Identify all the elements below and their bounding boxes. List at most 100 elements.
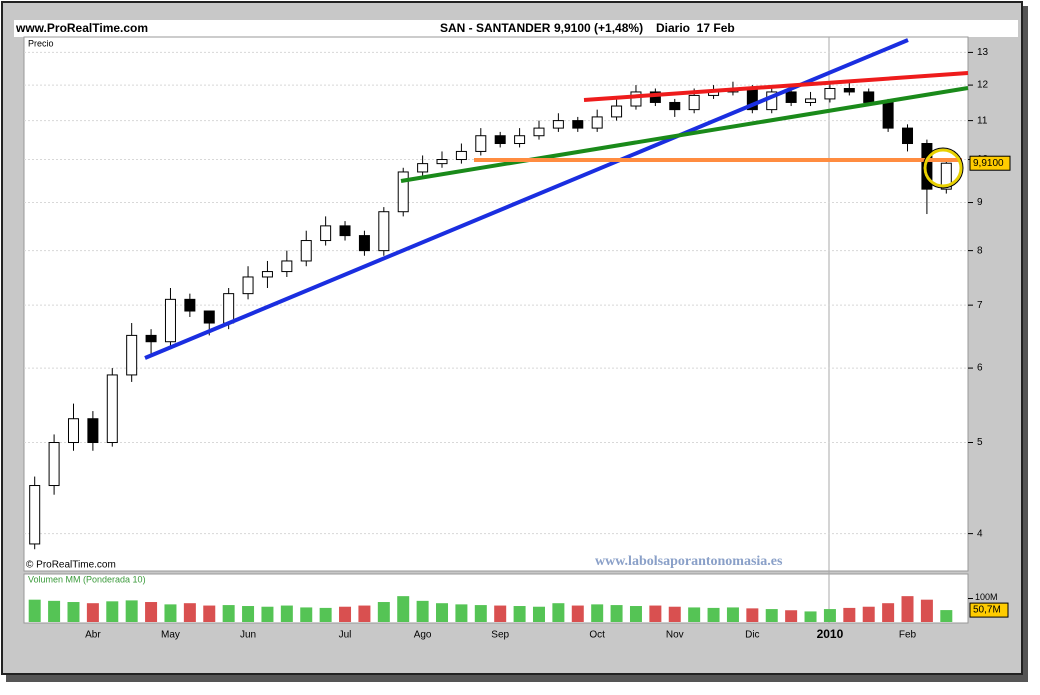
y-tick-label: 13 [977,47,989,58]
volume-bar [358,605,371,622]
volume-bar [125,600,138,622]
x-tick-label: Jul [339,630,352,641]
candle-body [572,120,584,129]
last-volume-box [969,602,1009,618]
candle-body [281,260,293,273]
x-tick-label: Ago [414,630,432,641]
candle-body [533,127,545,137]
candle-body [843,88,855,93]
y-tick-label: 4 [977,528,983,539]
x-tick-label: Dic [745,630,759,641]
candle-body [630,91,642,107]
candle-body [261,271,273,278]
candle-body [67,418,79,444]
candle-body [902,127,914,145]
x-tick-label: Abr [85,630,101,641]
x-tick-label: Oct [589,630,605,641]
candle-body [184,298,196,312]
candle-body [223,293,235,324]
candle-body [436,159,448,165]
volume-bar [339,606,352,622]
volume-bar [707,607,720,622]
volume-bar [920,599,933,622]
y-tick-label: 9 [977,197,983,208]
volume-bar [629,606,642,622]
trend-lines [144,38,969,360]
volume-bar [106,601,119,622]
volume-bar [183,603,196,622]
candle-body [397,171,409,213]
y-tick-label: 100M [975,592,998,602]
candle-body [611,105,623,118]
volume-bar [300,607,313,622]
candle-body [48,442,60,487]
candle-body [669,101,681,111]
volume-bar [765,609,778,622]
highlight-circle-outline [922,147,964,189]
volume-bar [785,610,798,622]
candle-body [552,120,564,129]
header-bar [14,20,1018,37]
candle-body [417,163,429,173]
volume-bar [649,605,662,622]
volume-bar [862,606,875,622]
copyright: © ProRealTime.com [26,560,116,571]
volume-bar [591,604,604,622]
volume-bar [688,607,701,622]
y-tick-label: 8 [977,245,983,256]
candle-body [475,135,487,152]
volume-bar [67,602,80,622]
volume-bar [726,607,739,622]
last-price-box [969,155,1011,171]
volume-bar [823,609,836,622]
last-price-label: 9,9100 [973,158,1004,169]
volume-bar [377,602,390,622]
subtitle: 9,9100 (+1,48%) [554,21,643,35]
trend-line [144,38,909,360]
candle-body [203,310,215,324]
candle-body [358,235,370,252]
volume-bar [571,605,584,622]
volume-bar [494,605,507,622]
x-tick-label: Feb [899,630,917,641]
trend-line [583,71,969,102]
volume-bar [397,596,410,622]
price-panel [23,36,969,572]
volume-bar [746,608,759,622]
volume-bar [164,604,177,622]
volume-bar [280,605,293,622]
volume-bar [455,604,468,622]
volume-bar [940,610,953,622]
volume-bar [261,606,274,622]
candle-body [785,91,797,103]
volume-bar [436,603,449,622]
candle-body [824,88,836,100]
x-tick-label: Sep [491,630,509,641]
volume-bar [610,605,623,622]
highlight-circle [923,148,963,188]
x-tick-label: Jun [240,630,256,641]
candle-body [300,240,312,262]
x-tick-label: Nov [666,630,684,641]
candle-body [494,135,506,145]
volume-bar [882,603,895,622]
y-tick-label: 5 [977,437,983,448]
candle-body [145,334,157,343]
volume-bar [203,605,216,622]
candle-body [320,225,332,242]
watermark: www.labolsaporantonomasia.es [595,554,783,569]
volume-bar [901,596,914,622]
x-tick-label: May [161,630,180,641]
volume-bar [804,611,817,622]
site: www.ProRealTime.com [15,21,148,35]
volume-title: Volumen MM (Ponderada 10) [28,574,146,584]
candle-body [339,225,351,237]
candle-body [126,334,138,376]
candle-body [455,150,467,161]
candle-body [378,211,390,252]
candle-body [591,116,603,129]
volume-bar [319,607,332,622]
candle-body [882,101,894,129]
candle-body [106,374,118,444]
